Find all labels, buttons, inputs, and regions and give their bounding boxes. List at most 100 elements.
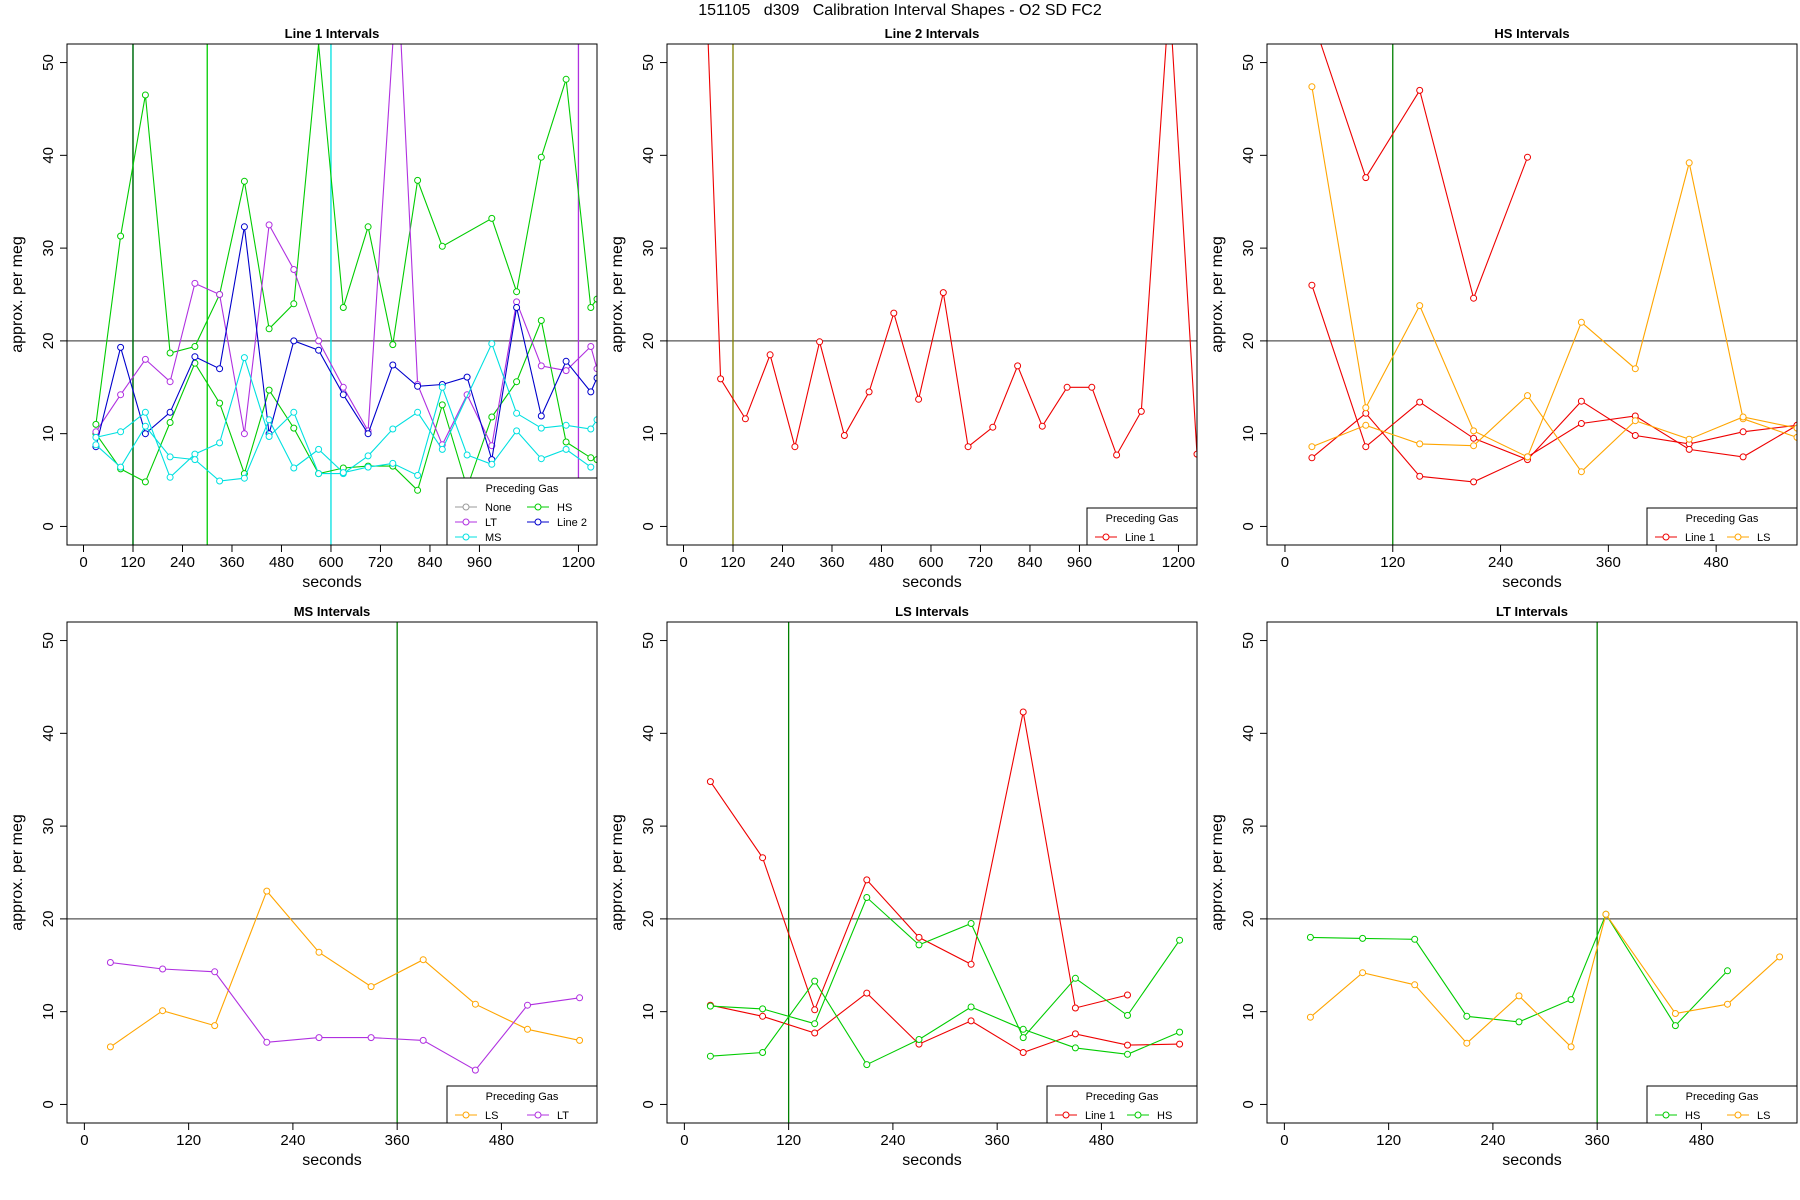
chart-line2-intervals: Line 2 Intervals 0 10 20 30 40 50 0 120 240 360 480… [609,26,1198,591]
x-tick-label: 240 [1480,1132,1505,1149]
series-ls-point [1631,417,1639,425]
legend-item-ms-label: MS [485,532,502,544]
legend-item-hs-label: HS [1157,1110,1172,1122]
legend-item-lt-label: LT [485,517,497,529]
series-hs-point [513,378,521,386]
series-line-1-point [811,1029,819,1037]
x-tick-label: 0 [1280,1132,1288,1149]
series-lt-point [524,1001,531,1009]
series-line-1-point [865,388,873,396]
series-line-2-point [216,365,224,373]
series-hs-point [1019,1025,1027,1033]
series-hs-point [537,153,545,161]
x-tick-label: 0 [1281,554,1289,571]
panel-ms-intervals: MS Intervals 0 10 20 30 40 50 0 120 240 360 480 seco… [0,600,600,1172]
series-ms-point [513,409,521,417]
x-tick-label: 120 [176,1132,201,1149]
series-lt-point [537,362,545,370]
legend-box [1646,507,1798,546]
panel-title: HS Intervals [1494,26,1569,41]
x-tick-label: 720 [368,554,393,571]
y-tick-label: 30 [640,240,657,257]
series-ls-point [1793,433,1797,441]
x-tick-label: 120 [120,554,145,571]
plot-frame [666,43,1198,546]
y-tick-label: 40 [1240,725,1257,742]
series-hs-point [1359,934,1367,942]
y-tick-label: 20 [1240,333,1257,350]
series-ms-point [537,455,545,463]
y-tick-label: 0 [640,522,657,530]
x-tick-label: 960 [467,554,492,571]
x-tick-label: 480 [489,1132,514,1149]
series-line-2-point [240,223,248,231]
y-tick-label: 10 [640,425,657,442]
series-hs-point [1567,996,1575,1004]
series-lt-line [110,961,580,1071]
series-ls-line [1310,913,1780,1048]
series-ms-point [315,445,323,453]
x-tick-label: 360 [1596,554,1621,571]
series-ms-point [587,425,595,433]
series-ls-point [1524,392,1531,400]
panel-lt-intervals: LT Intervals 0 10 20 30 40 50 0 120 240 360 480 seco… [1200,600,1800,1172]
y-tick-label: 20 [40,333,57,350]
series-ms-point [240,474,248,482]
series-line-1-point [1308,281,1316,289]
series-line-1-point [791,443,799,451]
series-line-1-point [1019,708,1027,716]
series-line-1-point [840,432,848,439]
chart-line1-intervals: Line 1 Intervals 0 10 20 30 40 50 0 120 240 360 480… [9,26,598,591]
series-hs-point [166,349,174,357]
series-ls-point [1362,404,1370,412]
y-tick-label: 50 [640,54,657,71]
series-lt-point [315,337,323,345]
series-line-1-point [1577,397,1585,405]
y-tick-label: 20 [640,911,657,928]
series-ls-point [524,1025,531,1033]
series-hs-point [1176,936,1184,944]
series-ls-point [1739,413,1747,421]
panel-title: LT Intervals [1496,604,1568,619]
series-ms-point [562,445,570,453]
series-hs-point [290,424,298,432]
series-line-1-point [1014,362,1022,370]
y-tick-label: 0 [1240,522,1257,530]
series-lt-point [166,378,174,386]
series-line-1-point [1124,991,1131,999]
legend-item-line-1-marker [1062,1111,1070,1119]
series-line-1-point [1113,451,1121,459]
panel-title: MS Intervals [294,604,371,619]
plot-frame [66,621,598,1124]
series-ms-point [315,470,323,478]
series-hs-point [967,1003,975,1011]
series-hs-point [1019,1034,1027,1042]
x-tick-label: 0 [79,554,87,571]
legend-item-ls-marker [462,1111,470,1119]
x-tick-label: 480 [269,554,294,571]
series-hs-point [593,456,597,464]
series-line-1-point [1524,153,1531,161]
x-tick-label: 120 [720,554,745,571]
series-lt-point [191,279,199,287]
panel-title: Line 2 Intervals [885,26,980,41]
series-line-1-point [1088,383,1096,391]
series-hs-point [92,420,100,428]
y-tick-label: 50 [40,54,57,71]
x-axis-label: seconds [302,574,362,591]
series-line-2-point [117,343,125,351]
legend-item-lt-label: LT [557,1110,569,1122]
series-hs-point [265,325,273,333]
series-ls-point [1515,992,1523,1000]
series-hs-point [290,300,298,308]
y-tick-label: 30 [40,818,57,835]
series-hs-point [141,478,149,486]
series-line-1-point [1739,453,1747,461]
x-tick-label: 360 [819,554,844,571]
x-tick-label: 600 [918,554,943,571]
legend-item-hs-label: HS [1685,1110,1700,1122]
series-line-2-point [593,374,597,382]
panel-title: LS Intervals [895,604,969,619]
series-hs-point [811,977,819,985]
series-line-1-point [1071,1030,1079,1038]
